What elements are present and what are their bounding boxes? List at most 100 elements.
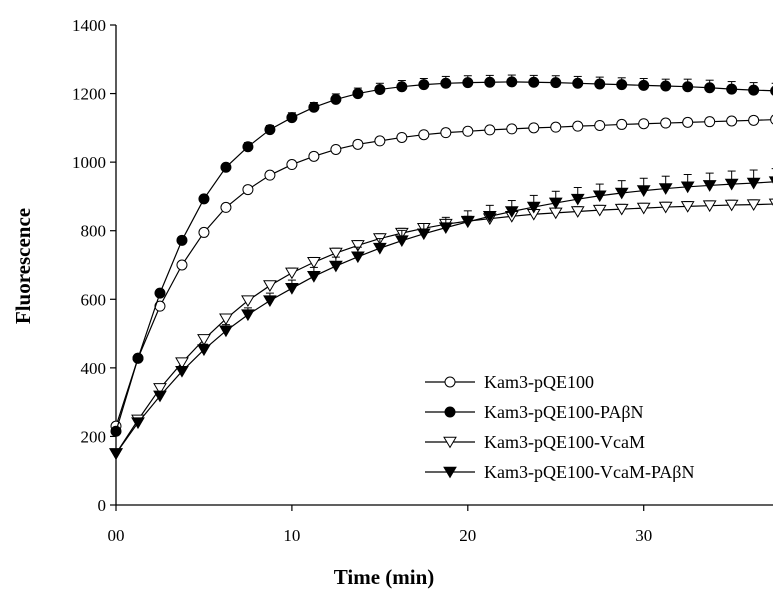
data-point xyxy=(242,184,254,196)
data-point xyxy=(482,211,497,223)
x-tick-label: 00 xyxy=(108,526,125,545)
data-point xyxy=(726,83,738,95)
data-point xyxy=(220,161,232,173)
data-point xyxy=(374,83,386,95)
data-point xyxy=(263,280,277,292)
data-point xyxy=(594,78,606,90)
plot-area xyxy=(109,74,773,460)
data-point xyxy=(416,228,431,241)
data-point xyxy=(241,295,255,308)
data-point xyxy=(506,123,518,135)
data-point xyxy=(680,201,695,213)
data-point xyxy=(702,180,717,192)
data-point xyxy=(770,86,773,96)
data-point xyxy=(484,124,496,136)
data-point xyxy=(198,193,210,205)
data-point xyxy=(396,81,408,93)
data-point xyxy=(506,76,518,88)
data-point xyxy=(570,193,585,206)
data-point xyxy=(572,77,584,89)
y-tick-label: 0 xyxy=(98,496,107,515)
data-point xyxy=(241,309,255,322)
series-2 xyxy=(110,74,773,437)
data-point xyxy=(704,82,716,94)
data-point xyxy=(264,124,276,136)
data-point xyxy=(175,357,189,370)
data-point xyxy=(636,185,651,197)
y-axis-title: Fluorescence xyxy=(11,208,35,324)
data-point xyxy=(660,80,672,92)
data-point xyxy=(285,283,299,295)
x-tick-label: 20 xyxy=(459,526,476,545)
legend-label: Kam3-pQE100 xyxy=(484,372,594,392)
data-point xyxy=(418,129,430,141)
x-tick-label: 30 xyxy=(635,526,652,545)
data-point xyxy=(724,178,739,191)
data-point xyxy=(132,352,144,364)
data-point xyxy=(614,187,629,200)
data-point xyxy=(658,201,673,214)
y-tick-label: 1000 xyxy=(72,153,106,172)
data-point xyxy=(746,177,761,190)
data-point xyxy=(548,197,563,210)
data-point xyxy=(175,365,189,378)
legend-label: Kam3-pQE100-VcaM xyxy=(484,432,645,452)
series-line xyxy=(115,203,773,454)
series-1 xyxy=(110,114,773,432)
data-point xyxy=(330,143,342,155)
data-point xyxy=(572,120,584,132)
data-point xyxy=(460,216,475,229)
data-point xyxy=(746,199,761,212)
legend-item: Kam3-pQE100-VcaM-PAβN xyxy=(425,462,694,482)
legend-marker xyxy=(444,406,456,418)
data-point xyxy=(352,138,364,150)
y-tick-label: 1400 xyxy=(72,16,106,35)
data-point xyxy=(176,259,188,271)
data-point xyxy=(440,127,452,139)
data-point xyxy=(550,77,562,89)
data-point xyxy=(440,77,452,89)
legend-marker xyxy=(443,466,457,479)
legend-label: Kam3-pQE100-VcaM-PAβN xyxy=(484,462,694,482)
data-point xyxy=(462,77,474,89)
data-point xyxy=(616,118,628,130)
series-3 xyxy=(109,198,773,460)
data-point xyxy=(438,222,453,235)
data-point xyxy=(724,199,739,212)
y-tick-label: 600 xyxy=(81,290,107,309)
data-point xyxy=(374,135,386,147)
data-point xyxy=(680,181,695,194)
data-point xyxy=(330,93,342,105)
data-point xyxy=(308,101,320,113)
data-point xyxy=(660,117,672,129)
x-axis-ticks: 00 10 20 30 xyxy=(108,505,652,545)
x-axis-title: Time (min) xyxy=(334,565,435,589)
y-axis-ticks: 0 200 400 600 800 1000 1200 1400 xyxy=(72,16,116,515)
data-point xyxy=(636,202,651,215)
legend: Kam3-pQE100 Kam3-pQE100-PAβN Kam3-pQE100-V… xyxy=(425,372,694,482)
y-tick-label: 800 xyxy=(81,222,107,241)
data-point xyxy=(484,76,496,88)
data-point xyxy=(418,79,430,91)
data-point xyxy=(264,169,276,181)
data-point xyxy=(592,190,607,203)
data-point xyxy=(748,84,760,96)
data-point xyxy=(154,287,166,299)
y-tick-label: 1200 xyxy=(72,85,106,104)
data-point xyxy=(748,114,760,126)
legend-label: Kam3-pQE100-PAβN xyxy=(484,402,644,422)
data-point xyxy=(308,150,320,162)
data-point xyxy=(770,114,773,125)
data-point xyxy=(242,141,254,153)
data-point xyxy=(614,203,629,216)
data-point xyxy=(570,206,585,218)
data-point xyxy=(197,344,211,357)
data-point xyxy=(286,159,298,171)
data-point xyxy=(504,206,519,218)
data-point xyxy=(286,112,298,124)
data-point xyxy=(372,242,387,255)
data-point xyxy=(462,125,474,137)
data-point xyxy=(682,116,694,128)
data-point xyxy=(528,122,540,134)
data-point xyxy=(550,121,562,133)
